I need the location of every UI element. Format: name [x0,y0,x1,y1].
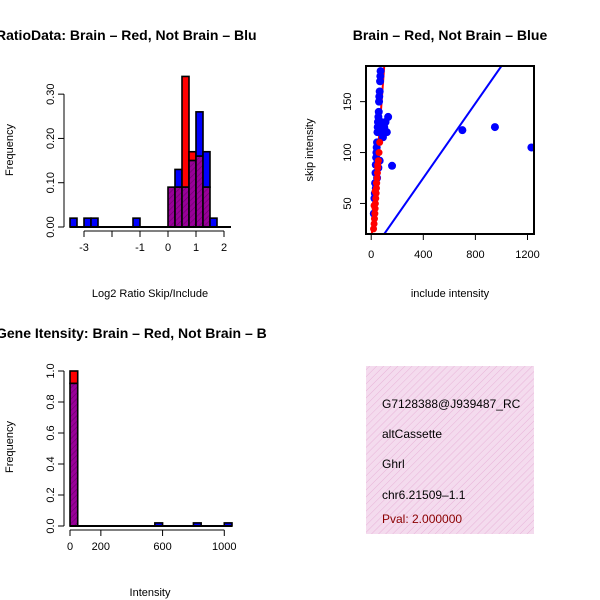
intensity-scatter-panel: Brain – Red, Not Brain – Blue 0 400 800 120… [304,27,547,300]
y-tick-label: 100 [342,143,354,161]
not-brain-bar [132,217,141,228]
x-tick-label: 0 [67,541,73,553]
overlap-bar [181,186,190,228]
ratio-histogram-axes: -3 -1 0 1 2 0.00 0.10 0.20 0.30 [45,83,231,254]
x-tick-label: 2 [221,242,227,254]
x-tick-label: 1200 [515,249,539,261]
intensity-scatter-plot: 0 400 800 1200 50 100 150 [342,65,540,261]
brain-bar [181,75,190,188]
brain-point [373,174,381,182]
intensity-histogram-xlabel: Intensity [130,587,171,599]
brain-point [375,149,383,157]
intensity-scatter-ylabel: skip intensity [304,118,316,181]
info-probe-id: G7128388@J939487_RC [382,397,521,411]
info-event-type: altCassette [382,427,442,441]
y-tick-label: 0.4 [45,456,57,471]
scatter-marks [369,66,534,234]
overlap-bar [188,159,197,228]
x-tick-label: 0 [368,249,374,261]
intensity-histogram-axes: 0 200 600 1000 0.0 0.2 0.4 0.6 0.8 1.0 [45,363,237,553]
info-panel-background [366,366,534,534]
brain-point [374,161,382,169]
overlap-bar [174,186,183,228]
x-tick-label: 0 [165,242,171,254]
x-tick-label: 1 [193,242,199,254]
not-brain-point [490,123,499,132]
info-gene: Ghrl [382,457,405,471]
y-tick-label: 50 [342,197,354,209]
not-brain-bar [195,111,204,157]
not-brain-point [374,107,383,116]
overlap-bar [202,186,211,228]
info-panel: G7128388@J939487_RC altCassette Ghrl chr… [366,366,534,534]
y-tick-label: 0.6 [45,425,57,440]
not-brain-point [375,87,384,96]
y-tick-label: 0.20 [45,128,57,149]
brain-point [372,179,380,187]
overlap-bar [195,155,204,228]
brain-point [371,187,379,195]
intensity-histogram-title: Gene Itensity: Brain – Red, Not Brain – … [0,325,267,341]
x-tick-label: 1000 [212,541,236,553]
overlap-bar [69,382,79,527]
not-brain-bar [209,217,218,228]
brain-point [370,220,378,228]
not-brain-bar [174,168,183,188]
x-tick-label: -3 [79,242,89,254]
x-tick-label: 600 [153,541,171,553]
scatter-frame [365,65,535,235]
brain-point [370,215,378,223]
not-brain-bar [90,217,99,228]
x-tick-label: 200 [92,541,110,553]
intensity-histogram-bars [69,370,233,527]
ratio-histogram-panel: RatioData: Brain – Red, Not Brain – Blu … [0,27,257,300]
brain-point [376,138,384,146]
ratio-histogram-bars [69,75,218,228]
brain-point [370,201,378,209]
intensity-scatter-xlabel: include intensity [411,288,490,300]
not-brain-point [376,67,385,76]
not-brain-point [458,126,467,135]
ratio-histogram-title: RatioData: Brain – Red, Not Brain – Blu [0,27,257,43]
overlap-bar [167,186,176,228]
not-brain-point [384,112,393,121]
info-locus: chr6.21509–1.1 [382,488,466,502]
not-brain-point [527,143,534,152]
y-tick-label: 0.10 [45,172,57,193]
y-tick-label: 0.30 [45,83,57,104]
not-brain-bar [202,150,211,188]
not-brain-point [388,161,397,170]
intensity-scatter-title: Brain – Red, Not Brain – Blue [353,27,548,43]
info-pval: Pval: 2.000000 [382,512,462,526]
x-tick-label: 400 [414,249,432,261]
y-tick-label: 150 [342,92,354,110]
brain-point [370,225,378,233]
y-tick-label: 0.2 [45,487,57,502]
brain-point [373,169,381,177]
y-tick-label: 0.0 [45,518,57,533]
x-tick-label: -1 [135,242,145,254]
brain-point [371,210,379,218]
not-brain-fit-line [383,66,503,234]
brain-bar [69,370,79,385]
y-tick-label: 0.00 [45,216,57,237]
ratio-histogram-ylabel: Frequency [4,124,16,176]
intensity-histogram-ylabel: Frequency [4,421,16,473]
not-brain-bar [69,217,78,228]
ratio-histogram-xlabel: Log2 Ratio Skip/Include [92,288,208,300]
not-brain-point [382,128,391,137]
not-brain-bar [83,217,92,228]
x-tick-label: 800 [466,249,484,261]
intensity-histogram-panel: Gene Itensity: Brain – Red, Not Brain – … [0,325,267,599]
brain-point [372,194,380,202]
brain-bar [188,150,197,162]
y-tick-label: 1.0 [45,363,57,378]
y-tick-label: 0.8 [45,394,57,409]
